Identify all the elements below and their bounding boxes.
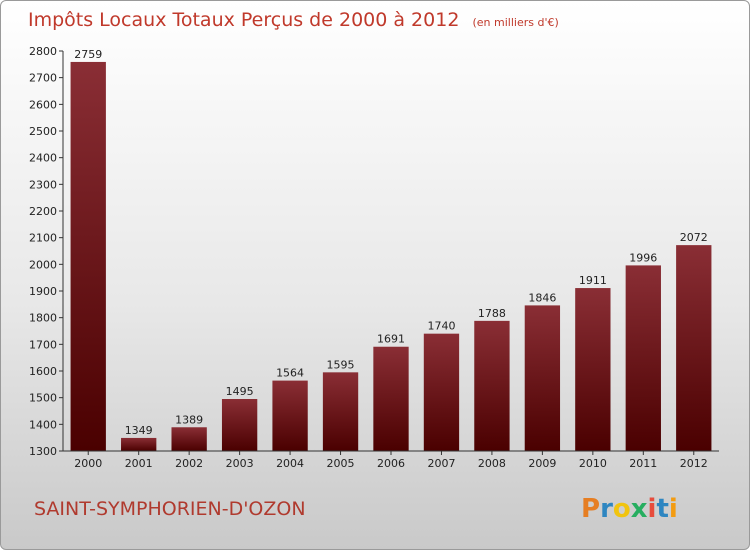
x-tick-label-2000: 2000 <box>74 457 102 470</box>
chart-title: Impôts Locaux Totaux Perçus de 2000 à 20… <box>28 9 559 31</box>
logo-letter: r <box>600 494 613 524</box>
value-label-2004: 1564 <box>276 367 304 380</box>
x-tick-label-2012: 2012 <box>680 457 708 470</box>
value-label-2000: 2759 <box>74 48 102 61</box>
value-label-2006: 1691 <box>377 333 405 346</box>
bar-2008 <box>474 320 510 451</box>
y-tick-label: 1600 <box>29 365 57 378</box>
y-tick-label: 1500 <box>29 392 57 405</box>
bar-2012 <box>676 245 712 451</box>
logo-letter: t <box>656 494 668 524</box>
y-axis: 1300 1400 1500 1600 1700 1800 1900 2000 2100 2200… <box>29 45 64 458</box>
bar-2010 <box>575 288 611 451</box>
y-tick-label: 2600 <box>29 98 57 111</box>
x-tick-label-2009: 2009 <box>528 457 556 470</box>
bar-2001 <box>121 437 157 451</box>
bar-2009 <box>524 305 561 451</box>
y-tick-label: 2500 <box>29 125 57 138</box>
x-tick-label-2004: 2004 <box>276 457 304 470</box>
y-tick-label: 2400 <box>29 152 57 165</box>
y-tick-label: 2700 <box>29 72 57 85</box>
value-label-2007: 1740 <box>427 320 455 333</box>
bar-2006 <box>373 346 409 451</box>
y-tick-label: 2200 <box>29 205 57 218</box>
y-tick-label: 2000 <box>29 258 57 271</box>
x-tick-label-2011: 2011 <box>629 457 657 470</box>
x-tick-label-2003: 2003 <box>226 457 254 470</box>
bar-2002 <box>171 427 207 451</box>
proxiti-logo[interactable]: Proxiti <box>581 494 678 524</box>
bar-2003 <box>221 399 258 451</box>
y-tick-label: 1300 <box>29 445 57 458</box>
value-label-2003: 1495 <box>226 385 254 398</box>
y-tick-label: 1400 <box>29 418 57 431</box>
value-label-2005: 1595 <box>327 358 355 371</box>
x-tick-label-2010: 2010 <box>579 457 607 470</box>
bar-2000 <box>70 61 106 451</box>
x-tick-label-2002: 2002 <box>175 457 203 470</box>
x-tick-label-2001: 2001 <box>125 457 153 470</box>
bars-group: 2759 1349 1389 1495 1564 1595 1691 1740 1788 1846… <box>70 48 712 451</box>
value-label-2001: 1349 <box>125 424 153 437</box>
logo-letter: P <box>581 494 600 524</box>
y-tick-label: 2100 <box>29 232 57 245</box>
logo-letter: i <box>648 494 657 524</box>
value-label-2011: 1996 <box>629 251 657 264</box>
logo-letter: i <box>669 494 678 524</box>
value-label-2012: 2072 <box>680 231 708 244</box>
y-tick-label: 2800 <box>29 45 57 58</box>
y-tick-label: 1900 <box>29 285 57 298</box>
value-label-2009: 1846 <box>528 291 556 304</box>
bar-2004 <box>272 380 308 451</box>
x-axis: 2000 2001 2002 2003 2004 2005 2006 2007 2008 2009… <box>63 450 719 470</box>
y-tick-label: 2300 <box>29 178 57 191</box>
x-tick-label-2005: 2005 <box>327 457 355 470</box>
value-label-2010: 1911 <box>579 274 607 287</box>
y-tick-label: 1700 <box>29 338 57 351</box>
value-label-2002: 1389 <box>175 413 203 426</box>
x-tick-label-2007: 2007 <box>427 457 455 470</box>
y-tick-label: 1800 <box>29 312 57 325</box>
bar-2007 <box>423 333 460 451</box>
logo-letter: x <box>631 494 648 524</box>
commune-name: SAINT-SYMPHORIEN-D'OZON <box>34 498 306 520</box>
x-tick-label-2008: 2008 <box>478 457 506 470</box>
logo-letter: o <box>613 494 631 524</box>
bar-2011 <box>625 265 661 451</box>
x-tick-label-2006: 2006 <box>377 457 405 470</box>
bar-2005 <box>322 372 359 451</box>
value-label-2008: 1788 <box>478 307 506 320</box>
